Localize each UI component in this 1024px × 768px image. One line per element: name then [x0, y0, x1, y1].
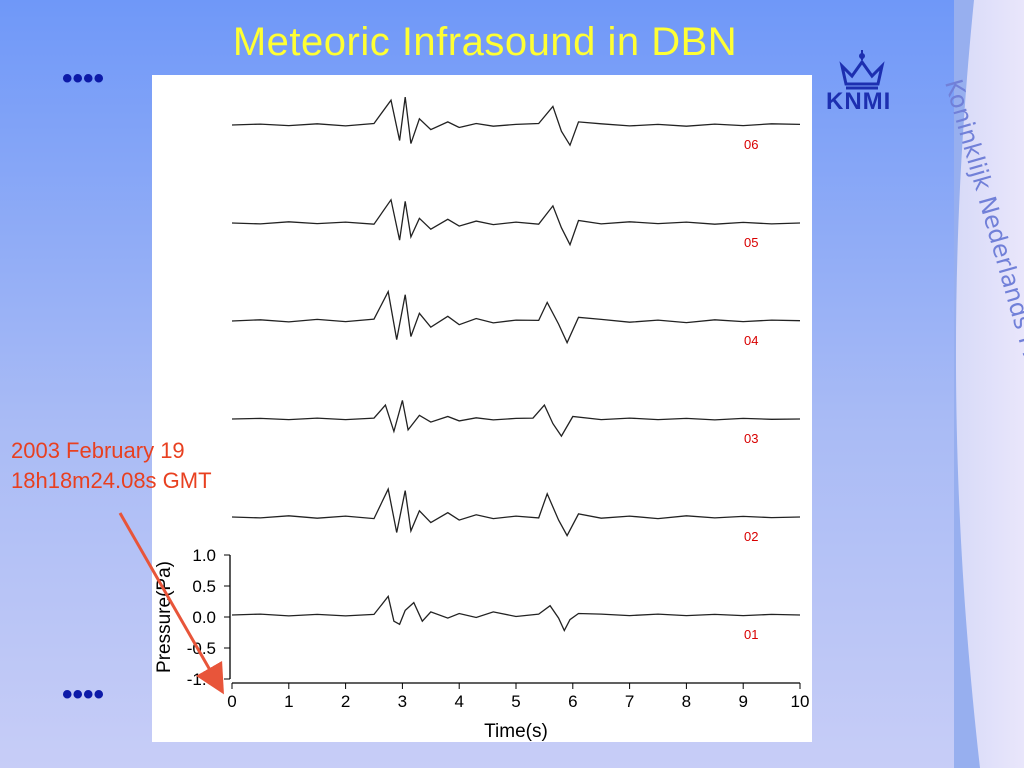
annotation-time: 18h18m24.08s GMT [11, 468, 212, 493]
trace-group: 06 05 04 03 02 01 [231, 97, 801, 642]
x-tick-label: 3 [398, 692, 407, 711]
trace-label-04: 04 [744, 333, 758, 348]
y-axis-label: Pressure(Pa) [154, 561, 175, 673]
trace-label-05: 05 [744, 235, 758, 250]
x-tick-label: 10 [791, 692, 810, 711]
x-tick-label: 5 [511, 692, 520, 711]
trace-label-03: 03 [744, 431, 758, 446]
trace-label-06: 06 [744, 137, 758, 152]
trace-02 [231, 487, 801, 537]
bullet-dots-top: •••• [62, 62, 105, 95]
knmi-crown-logo [839, 50, 885, 90]
y-tick-label: -0.5 [187, 639, 216, 658]
x-tick-label: 7 [625, 692, 634, 711]
y-tick-label: 1.0 [192, 546, 216, 565]
x-tick-label: 1 [284, 692, 293, 711]
side-panel-curve [954, 0, 980, 768]
slide-title: Meteoric Infrasound in DBN [232, 20, 738, 64]
x-tick-label: 9 [738, 692, 747, 711]
event-annotation: 2003 February 19 18h18m24.08s GMT [11, 436, 212, 496]
annotation-date: 2003 February 19 [11, 438, 185, 463]
y-axis: 1.0 0.5 0.0 -0.5 -1.0 [187, 546, 231, 689]
x-axis-label: Time(s) [484, 721, 548, 742]
y-tick-label: 0.0 [192, 608, 216, 627]
x-tick-label: 2 [341, 692, 350, 711]
trace-03 [231, 400, 801, 438]
y-tick-label: 0.5 [192, 577, 216, 596]
bullet-dots-bottom: •••• [62, 678, 105, 711]
y-tick-label: -1.0 [187, 670, 216, 689]
trace-04 [231, 289, 801, 345]
side-panel [954, 0, 1024, 768]
x-tick-label: 8 [682, 692, 691, 711]
trace-label-02: 02 [744, 529, 758, 544]
trace-label-01: 01 [744, 627, 758, 642]
x-tick-label: 4 [454, 692, 463, 711]
x-axis: 0 1 2 3 4 5 6 7 8 9 10 [227, 682, 810, 711]
trace-06 [231, 97, 801, 147]
trace-05 [231, 198, 801, 247]
x-tick-label: 6 [568, 692, 577, 711]
trace-01 [231, 594, 801, 632]
logo-wordmark: KNMI [826, 88, 892, 115]
x-tick-label: 0 [227, 692, 236, 711]
